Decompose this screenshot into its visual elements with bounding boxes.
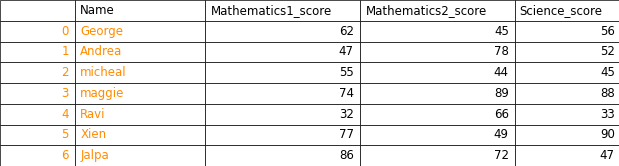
Bar (515, 104, 619, 124)
Bar (75, 145, 205, 166)
Text: Xien: Xien (80, 128, 106, 141)
Text: 78: 78 (494, 45, 509, 58)
Bar (515, 21, 619, 42)
Bar (205, 21, 360, 42)
Text: Name: Name (80, 4, 115, 17)
Text: 77: 77 (339, 128, 354, 141)
Bar (360, 124, 515, 145)
Text: 33: 33 (600, 108, 615, 121)
Bar (75, 124, 205, 145)
Bar (0, 42, 75, 62)
Bar (515, 0, 619, 21)
Text: 55: 55 (339, 66, 354, 79)
Bar (205, 83, 360, 104)
Bar (360, 0, 515, 21)
Text: 4: 4 (61, 108, 69, 121)
Bar (205, 62, 360, 83)
Text: Andrea: Andrea (80, 45, 123, 58)
Bar (75, 42, 205, 62)
Bar (205, 104, 360, 124)
Bar (515, 83, 619, 104)
Bar (0, 145, 75, 166)
Text: Mathematics2_score: Mathematics2_score (366, 4, 487, 17)
Text: 62: 62 (339, 25, 354, 38)
Text: 66: 66 (494, 108, 509, 121)
Text: Mathematics1_score: Mathematics1_score (211, 4, 332, 17)
Bar (75, 62, 205, 83)
Text: 2: 2 (61, 66, 69, 79)
Text: 44: 44 (494, 66, 509, 79)
Bar (205, 42, 360, 62)
Text: 1: 1 (61, 45, 69, 58)
Bar (360, 21, 515, 42)
Text: 47: 47 (600, 149, 615, 162)
Bar (205, 124, 360, 145)
Bar (515, 42, 619, 62)
Text: 6: 6 (61, 149, 69, 162)
Bar (205, 145, 360, 166)
Bar (360, 83, 515, 104)
Bar (515, 145, 619, 166)
Text: 32: 32 (339, 108, 354, 121)
Bar (0, 104, 75, 124)
Text: 47: 47 (339, 45, 354, 58)
Text: 90: 90 (600, 128, 615, 141)
Bar (0, 83, 75, 104)
Bar (75, 0, 205, 21)
Text: 86: 86 (339, 149, 354, 162)
Text: micheal: micheal (80, 66, 127, 79)
Bar (75, 104, 205, 124)
Text: 56: 56 (600, 25, 615, 38)
Bar (205, 0, 360, 21)
Text: 5: 5 (62, 128, 69, 141)
Bar (360, 62, 515, 83)
Bar (0, 21, 75, 42)
Bar (360, 145, 515, 166)
Bar (75, 21, 205, 42)
Text: 0: 0 (62, 25, 69, 38)
Bar (75, 83, 205, 104)
Text: 74: 74 (339, 87, 354, 100)
Text: Science_score: Science_score (519, 4, 602, 17)
Text: 49: 49 (494, 128, 509, 141)
Text: 88: 88 (600, 87, 615, 100)
Text: 52: 52 (600, 45, 615, 58)
Bar (0, 62, 75, 83)
Text: 3: 3 (62, 87, 69, 100)
Text: 89: 89 (494, 87, 509, 100)
Bar (360, 104, 515, 124)
Text: 45: 45 (494, 25, 509, 38)
Bar (515, 124, 619, 145)
Text: 45: 45 (600, 66, 615, 79)
Bar (0, 124, 75, 145)
Bar (0, 0, 75, 21)
Text: Jalpa: Jalpa (80, 149, 109, 162)
Text: George: George (80, 25, 123, 38)
Text: Ravi: Ravi (80, 108, 106, 121)
Text: 72: 72 (494, 149, 509, 162)
Bar (360, 42, 515, 62)
Bar (515, 62, 619, 83)
Text: maggie: maggie (80, 87, 124, 100)
